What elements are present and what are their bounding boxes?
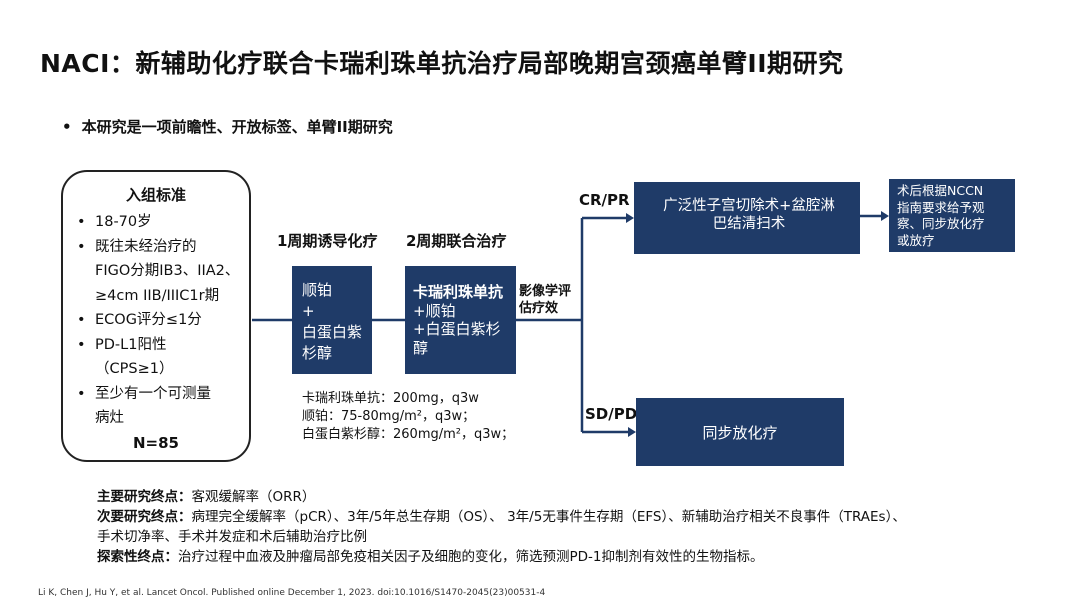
box-line: 顺铂 [302, 281, 333, 299]
box-line: 醇 [413, 338, 429, 357]
surgery-box: 广泛性子宫切除术+盆腔淋 巴结清扫术 [634, 182, 860, 254]
box-line: 或放疗 [897, 232, 935, 248]
dosage-info: 卡瑞利珠单抗：200mg，q3w 顺铂：75-80mg/m²，q3w； 白蛋白紫… [302, 390, 514, 444]
criteria-item: 既往未经治疗的 [77, 235, 239, 260]
exploratory-endpoint: 探索性终点：治疗过程中血液及肿瘤局部免疫相关因子及细胞的变化，筛选预测PD-1抑… [97, 547, 1027, 567]
box-line: + [302, 302, 315, 320]
criteria-item: （CPS≥1） [95, 361, 174, 377]
imaging-evaluation-label: 影像学评 估疗效 [519, 283, 571, 317]
box-line: 白蛋白紫 [302, 323, 363, 341]
arrowhead-chemoradiation [628, 427, 636, 437]
box-line: 术后根据NCCN [897, 183, 984, 198]
box-line: 广泛性子宫切除术+盆腔淋 [663, 198, 835, 214]
inclusion-criteria-box: 入组标准 18-70岁 既往未经治疗的 FIGO分期IB3、IIA2、 ≥4cm… [61, 170, 251, 462]
secondary-endpoint: 次要研究终点：病理完全缓解率（pCR）、3年/5年总生存期（OS）、 3年/5无… [97, 507, 1027, 527]
chemoradiation-box: 同步放化疗 [636, 398, 844, 466]
criteria-item: ECOG评分≤1分 [77, 308, 239, 333]
dosage-line: 顺铂：75-80mg/m²，q3w； [302, 409, 476, 424]
study-design-text: 本研究是一项前瞻性、开放标签、单臂II期研究 [81, 118, 393, 136]
primary-endpoint: 主要研究终点：客观缓解率（ORR） [97, 487, 1027, 507]
eval-line: 估疗效 [519, 301, 559, 316]
branch-cr-pr-label: CR/PR [579, 191, 630, 209]
primary-endpoint-text: 客观缓解率（ORR） [191, 489, 316, 505]
dosage-line: 卡瑞利珠单抗：200mg，q3w [302, 391, 479, 406]
dosage-line: 白蛋白紫杉醇：260mg/m²，q3w； [302, 427, 515, 442]
criteria-item: FIGO分期IB3、IIA2、 [95, 263, 240, 279]
box-line: +白蛋白紫杉 [413, 320, 501, 338]
eval-line: 影像学评 [519, 284, 572, 299]
criteria-item: 18-70岁 [77, 210, 239, 235]
primary-endpoint-label: 主要研究终点： [97, 489, 192, 505]
criteria-item: 至少有一个可测量 [77, 382, 239, 407]
induction-phase-label: 1周期诱导化疗 [277, 232, 378, 250]
combined-phase-label: 2周期联合治疗 [406, 232, 507, 250]
secondary-endpoint-text: 病理完全缓解率（pCR）、3年/5年总生存期（OS）、 3年/5无事件生存期（E… [191, 509, 906, 525]
box-line: 巴结清扫术 [712, 216, 786, 232]
bullet-dot: • [62, 118, 72, 136]
citation: Li K, Chen J, Hu Y, et al. Lancet Oncol.… [38, 588, 546, 598]
box-line: 杉醇 [302, 344, 333, 362]
box-line: 卡瑞利珠单抗 [413, 283, 504, 301]
secondary-endpoint-cont: 手术切净率、手术并发症和术后辅助治疗比例 [97, 529, 367, 545]
study-endpoints: 主要研究终点：客观缓解率（ORR） 次要研究终点：病理完全缓解率（pCR）、3年… [97, 487, 1027, 567]
exploratory-endpoint-text: 治疗过程中血液及肿瘤局部免疫相关因子及细胞的变化，筛选预测PD-1抑制剂有效性的… [178, 549, 764, 565]
combined-therapy-box: 卡瑞利珠单抗 +顺铂 +白蛋白紫杉 醇 [405, 266, 516, 374]
study-design-bullet: • 本研究是一项前瞻性、开放标签、单臂II期研究 [62, 116, 393, 137]
criteria-item: 病灶 [95, 410, 124, 426]
postop-treatment-box: 术后根据NCCN 指南要求给予观 察、同步放化疗 或放疗 [889, 179, 1015, 252]
induction-chemo-box: 顺铂 + 白蛋白紫 杉醇 [292, 266, 372, 374]
criteria-item: PD-L1阳性 [77, 333, 239, 358]
branch-sd-pd-label: SD/PD [585, 405, 638, 423]
arrowhead-postop [881, 211, 889, 221]
box-line: +顺铂 [413, 301, 456, 320]
secondary-endpoint-label: 次要研究终点： [97, 509, 192, 525]
criteria-item: ≥4cm IIB/IIIC1r期 [95, 287, 220, 304]
criteria-list: 18-70岁 既往未经治疗的 FIGO分期IB3、IIA2、 ≥4cm IIB/… [77, 210, 239, 431]
exploratory-endpoint-label: 探索性终点： [97, 549, 178, 565]
box-line: 指南要求给予观 [897, 199, 985, 215]
sample-size: N=85 [133, 434, 179, 452]
page-title: NACI：新辅助化疗联合卡瑞利珠单抗治疗局部晚期宫颈癌单臂II期研究 [40, 49, 844, 78]
criteria-title: 入组标准 [125, 186, 186, 204]
box-line: 察、同步放化疗 [897, 216, 985, 231]
arrowhead-surgery [626, 213, 634, 223]
